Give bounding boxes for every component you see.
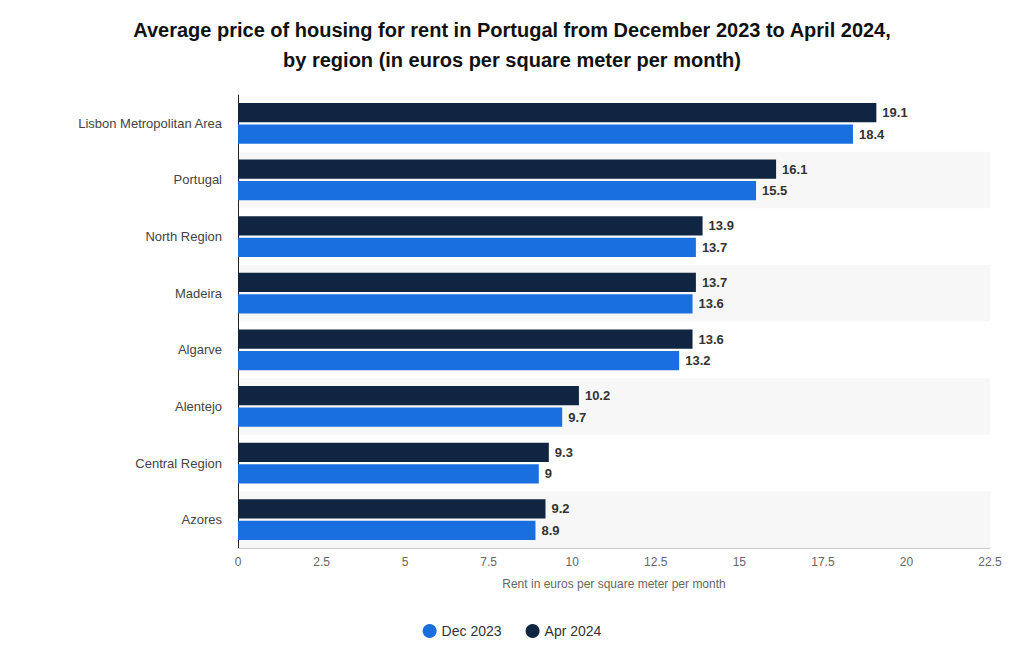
svg-text:12.5: 12.5: [644, 555, 668, 569]
svg-text:10.2: 10.2: [585, 388, 610, 403]
svg-text:Average price of housing for r: Average price of housing for rent in Por…: [133, 19, 891, 41]
svg-text:9.2: 9.2: [551, 501, 569, 516]
svg-text:Apr 2024: Apr 2024: [545, 623, 602, 639]
svg-text:Dec 2023: Dec 2023: [442, 623, 502, 639]
svg-text:17.5: 17.5: [811, 555, 835, 569]
svg-text:18.4: 18.4: [859, 127, 885, 142]
svg-text:15: 15: [733, 555, 747, 569]
svg-text:13.6: 13.6: [699, 296, 724, 311]
svg-text:13.9: 13.9: [709, 218, 734, 233]
svg-text:Rent in euros per square meter: Rent in euros per square meter per month: [502, 577, 725, 591]
svg-text:13.7: 13.7: [702, 240, 727, 255]
svg-text:Algarve: Algarve: [178, 342, 222, 357]
svg-text:16.1: 16.1: [782, 162, 807, 177]
svg-text:20: 20: [900, 555, 914, 569]
svg-text:Azores: Azores: [182, 512, 223, 527]
svg-text:Madeira: Madeira: [175, 286, 223, 301]
svg-text:9: 9: [545, 466, 552, 481]
svg-text:8.9: 8.9: [541, 523, 559, 538]
svg-text:2.5: 2.5: [313, 555, 330, 569]
svg-text:0: 0: [235, 555, 242, 569]
svg-text:Portugal: Portugal: [174, 172, 223, 187]
svg-text:Alentejo: Alentejo: [175, 399, 222, 414]
svg-text:5: 5: [402, 555, 409, 569]
svg-text:13.2: 13.2: [685, 353, 710, 368]
svg-text:7.5: 7.5: [480, 555, 497, 569]
svg-text:Central Region: Central Region: [135, 456, 222, 471]
svg-text:10: 10: [566, 555, 580, 569]
svg-text:Lisbon Metropolitan Area: Lisbon Metropolitan Area: [78, 116, 223, 131]
svg-text:22.5: 22.5: [978, 555, 1002, 569]
svg-text:13.7: 13.7: [702, 275, 727, 290]
svg-text:15.5: 15.5: [762, 183, 787, 198]
svg-text:by region (in euros per square: by region (in euros per square meter per…: [283, 49, 741, 71]
svg-text:19.1: 19.1: [882, 105, 907, 120]
svg-text:9.3: 9.3: [555, 445, 573, 460]
svg-text:North Region: North Region: [145, 229, 222, 244]
svg-text:13.6: 13.6: [699, 332, 724, 347]
svg-text:9.7: 9.7: [568, 410, 586, 425]
